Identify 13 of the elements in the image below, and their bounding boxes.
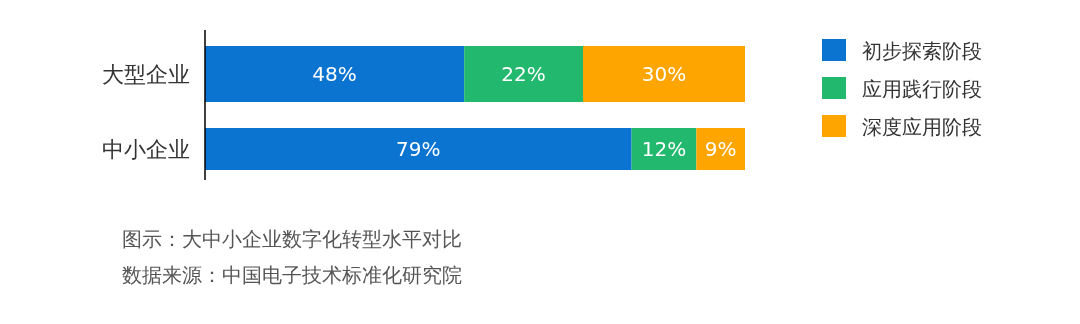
data-label: 22% <box>501 62 546 86</box>
legend-label: 初步探索阶段 <box>862 39 982 63</box>
y-tick-label: 中小企业 <box>102 137 190 162</box>
text: 图示：大中小企业数字化转型水平对比 <box>122 227 462 251</box>
legend-label: 应用践行阶段 <box>862 77 982 101</box>
data-label: 48% <box>312 62 357 86</box>
legend-label: 深度应用阶段 <box>862 115 982 139</box>
data-label: 79% <box>396 137 441 161</box>
data-label: 30% <box>641 62 687 86</box>
data-label: 12% <box>641 137 687 161</box>
y-tick-label: 大型企业 <box>102 62 190 87</box>
source-note: 数据来源：中国电子技术标准化研究院 <box>122 263 462 287</box>
data-label: 9% <box>704 137 737 161</box>
